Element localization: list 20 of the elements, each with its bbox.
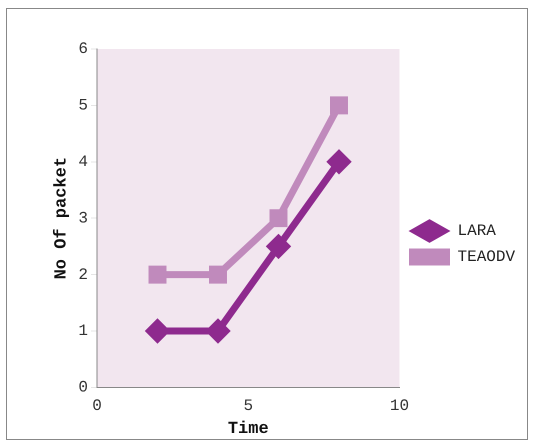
y-tick-label: 2 [78, 266, 88, 284]
y-axis-title: No Of packet [52, 156, 72, 280]
legend-label: TEAODV [458, 248, 516, 266]
point [326, 149, 352, 174]
point [266, 234, 291, 259]
y-tick-label: 1 [78, 322, 88, 340]
y-tick-label: 6 [78, 40, 88, 58]
x-axis-title: Time [228, 420, 269, 440]
point [209, 266, 227, 284]
x-tick-label: 0 [92, 397, 102, 416]
x-tick-label: 10 [390, 397, 410, 416]
y-tick-label: 3 [78, 209, 88, 228]
y-tick-label: 4 [78, 153, 88, 172]
point [270, 209, 288, 228]
y-tick-label: 5 [78, 96, 88, 115]
point [330, 96, 348, 114]
y-tick-label: 0 [78, 378, 88, 397]
point [148, 266, 166, 284]
legend-label: LARA [458, 222, 496, 240]
x-tick-label: 5 [243, 397, 254, 416]
